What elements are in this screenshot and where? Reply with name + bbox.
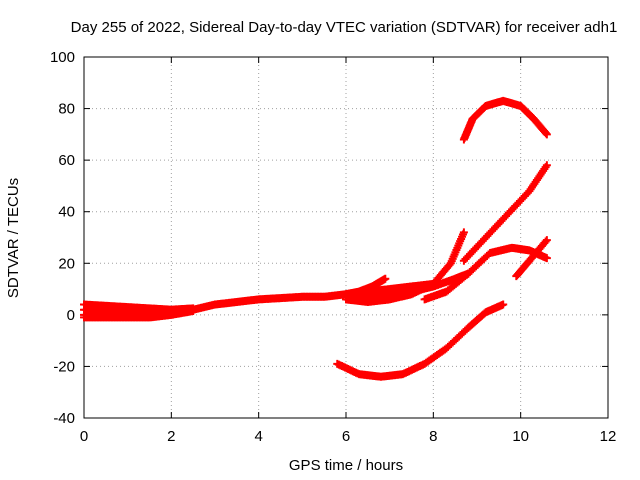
- x-tick-label: 6: [342, 428, 350, 445]
- x-axis-label: GPS time / hours: [289, 457, 403, 474]
- data-point: [464, 309, 489, 332]
- data-point: [499, 300, 508, 309]
- data-point: [503, 188, 532, 219]
- chart-title: Day 255 of 2022, Sidereal Day-to-day VTE…: [71, 19, 618, 36]
- series-track-m: [333, 300, 508, 381]
- series-track-e: [189, 274, 390, 314]
- y-axis-label: SDTVAR / TECUs: [5, 178, 22, 298]
- data-point: [516, 101, 537, 122]
- data-point: [459, 228, 468, 237]
- plus-marker: [381, 274, 390, 283]
- data-point: [398, 360, 428, 379]
- y-tick-label: 80: [58, 101, 75, 118]
- data-point: [442, 270, 471, 296]
- plus-marker: [542, 130, 551, 139]
- y-tick-label: 100: [50, 49, 75, 66]
- data-point: [123, 313, 152, 322]
- data-point: [381, 274, 390, 283]
- data-point: [298, 292, 327, 301]
- x-tick-label: 12: [600, 428, 617, 445]
- data-point: [211, 298, 240, 309]
- data-point: [420, 288, 449, 304]
- series-track-l: [459, 96, 551, 144]
- series-track-i: [420, 243, 551, 304]
- y-tick-label: 20: [58, 255, 75, 272]
- x-tick-label: 8: [429, 428, 437, 445]
- data-point: [525, 163, 550, 196]
- x-tick-label: 10: [512, 428, 529, 445]
- plus-marker: [499, 300, 508, 309]
- data-point: [368, 275, 389, 291]
- data-point: [468, 102, 489, 123]
- data-point: [459, 116, 477, 144]
- x-tick-label: 0: [80, 428, 88, 445]
- y-tick-label: -20: [53, 358, 75, 375]
- y-tick-label: -40: [53, 410, 75, 427]
- data-point: [342, 287, 371, 299]
- y-tick-label: 60: [58, 152, 75, 169]
- plus-marker: [541, 237, 550, 246]
- data-point: [481, 211, 511, 242]
- series-track-h: [342, 279, 438, 299]
- data-point: [363, 285, 393, 296]
- data-point: [542, 161, 551, 170]
- axis-ticks: -40 -20 0 20 40 60 80 100 0 2 4 6 8 10 12: [50, 49, 616, 445]
- x-tick-label: 2: [167, 428, 175, 445]
- series-track-d: [80, 306, 198, 322]
- data-point: [232, 295, 262, 306]
- plus-marker: [429, 279, 438, 288]
- data-point: [542, 236, 551, 245]
- series-track-k: [512, 236, 551, 281]
- data-points: [80, 96, 551, 381]
- plus-marker: [542, 161, 551, 170]
- plus-marker: [542, 254, 551, 263]
- data-point: [355, 370, 384, 381]
- series-track-j: [459, 161, 551, 265]
- y-tick-label: 0: [67, 307, 75, 324]
- plus-marker: [459, 228, 468, 237]
- data-point: [542, 130, 551, 139]
- data-point: [189, 300, 218, 314]
- data-point: [145, 311, 174, 322]
- plus-marker: [542, 236, 551, 245]
- data-point: [464, 250, 493, 278]
- y-tick-label: 40: [58, 204, 75, 221]
- data-point: [123, 306, 152, 317]
- data-point: [529, 114, 550, 138]
- x-tick-label: 4: [254, 428, 262, 445]
- data-point: [376, 370, 406, 381]
- data-point: [442, 325, 471, 353]
- data-point: [542, 254, 551, 263]
- data-point: [429, 279, 438, 288]
- data-point: [486, 244, 515, 257]
